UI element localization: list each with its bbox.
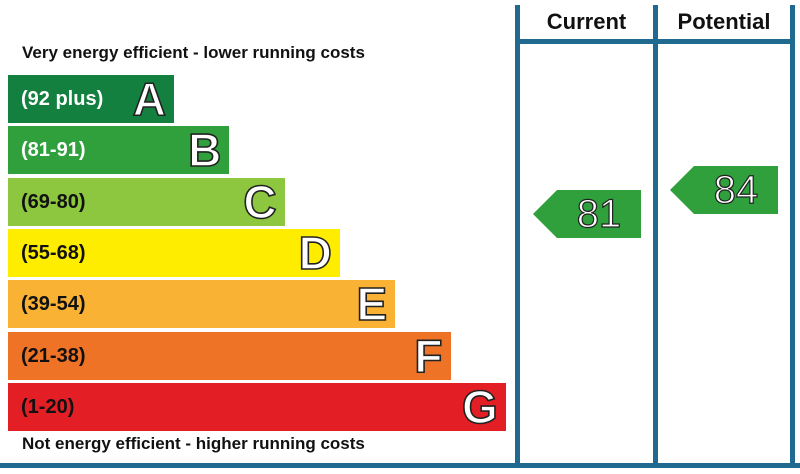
rating-arrow-shape [533,190,641,239]
potential-rating-value: 84 [713,167,759,212]
column-divider-middle [653,5,658,465]
band-range-label: (81-91) [21,139,86,162]
band-range-label: (69-80) [21,190,86,213]
band-bar-b: (81-91) B [8,124,230,177]
column-divider-right [790,5,795,465]
band-letter-label: D [298,226,333,279]
band-letter-label: F [414,329,444,382]
bottom-border [0,463,800,468]
band-bar-d: (55-68) D [8,226,340,279]
header-divider [515,39,795,44]
band-range-label: (92 plus) [21,88,104,110]
rating-arrow-shape [670,165,778,214]
current-rating-value: 81 [576,192,622,237]
current-rating-arrow: 81 [533,190,641,239]
top-caption: Very energy efficient - lower running co… [22,43,365,62]
band-letter-label: E [356,278,388,331]
band-bar-a: (92 plus) A [8,73,174,125]
band-bar-e: (39-54) E [8,278,396,331]
band-range-label: (39-54) [21,293,86,316]
band-letter-label: B [187,124,222,177]
band-range-label: (1-20) [21,395,75,418]
band-letter-label: G [461,380,498,433]
band-letter-label: A [132,73,167,125]
column-divider-left [515,5,520,465]
band-bar-f: (21-38) F [8,329,451,382]
current-column-header: Current [546,9,627,34]
band-range-label: (21-38) [21,344,86,367]
rating-arrow-polygon [533,190,641,239]
band-range-label: (55-68) [21,241,86,264]
band-letter-label: C [243,175,278,228]
rating-arrow-polygon [670,165,778,214]
band-bar-c: (69-80) C [8,175,285,228]
potential-rating-arrow: 84 [670,165,778,214]
band-bar-g: (1-20) G [8,380,506,433]
potential-column-header: Potential [677,9,771,34]
bottom-caption: Not energy efficient - higher running co… [22,434,365,453]
